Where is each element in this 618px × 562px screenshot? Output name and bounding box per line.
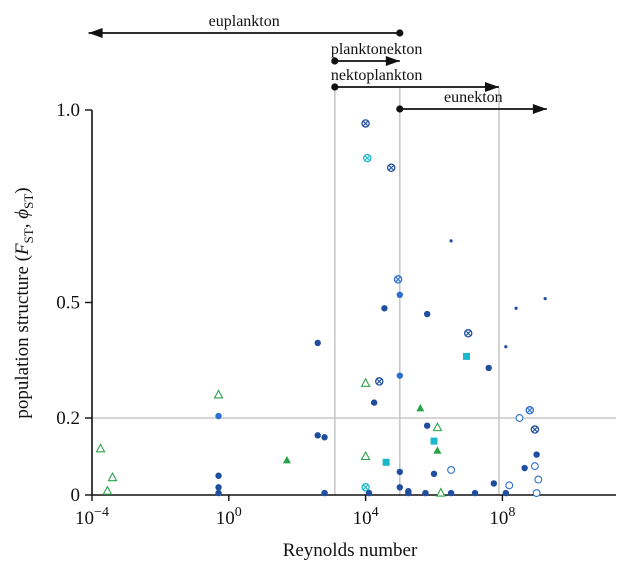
range-nektoplankton: nektoplankton (331, 67, 499, 92)
data-point (530, 425, 540, 434)
data-point (370, 399, 378, 406)
data-point (530, 462, 539, 471)
range-label: planktonekton (331, 41, 423, 58)
x-tick-label: 108 (489, 505, 515, 529)
y-tick-label: 1.0 (56, 100, 80, 121)
data-point (525, 406, 535, 415)
data-point (533, 451, 540, 458)
data-point (515, 414, 524, 422)
data-point (360, 377, 371, 387)
data-point (102, 485, 113, 495)
data-point (433, 446, 442, 454)
data-point (521, 464, 528, 472)
data-point (423, 422, 431, 429)
y-ticks: 1.0 0.5 0.2 0 (56, 100, 92, 506)
data-point (435, 487, 446, 497)
data-point (215, 489, 222, 497)
grid-lines (92, 88, 616, 495)
data-point (416, 403, 425, 412)
range-label: eunekton (444, 89, 503, 106)
axes (91, 110, 616, 496)
data-point (396, 291, 403, 298)
data-point (430, 437, 438, 445)
range-planktonekton: planktonekton (331, 41, 423, 66)
range-label: euplankton (209, 13, 280, 30)
data-point (314, 339, 321, 347)
data-point (107, 472, 118, 482)
data-point (471, 489, 479, 497)
data-point (514, 306, 518, 310)
data-point (396, 484, 403, 491)
data-points (95, 119, 547, 498)
data-point (321, 434, 328, 441)
data-point (396, 468, 403, 476)
data-point (504, 345, 508, 349)
range-euplankton: euplankton (88, 13, 404, 38)
data-point (314, 432, 321, 439)
data-point (430, 470, 438, 478)
data-point (396, 372, 403, 379)
x-tick-label: 10−4 (75, 505, 109, 529)
data-point (463, 329, 473, 338)
x-tick-label: 100 (216, 505, 242, 529)
y-axis-title: population structure (FST, ϕST) (12, 187, 36, 418)
data-point (393, 275, 403, 284)
data-point (447, 466, 456, 474)
range-label: nektoplankton (331, 67, 423, 84)
y-tick-label: 0.2 (56, 408, 80, 429)
data-point (405, 489, 412, 497)
data-point (423, 310, 431, 318)
data-point (361, 119, 370, 128)
data-point (502, 489, 510, 497)
data-point (532, 489, 541, 498)
range-eunekton: eunekton (396, 89, 547, 114)
y-tick-label: 0.5 (56, 293, 80, 314)
data-point (215, 472, 222, 479)
data-point (534, 475, 543, 484)
data-point (365, 489, 373, 497)
y-tick-label: 0 (71, 485, 81, 506)
data-point (215, 484, 222, 491)
data-point (543, 297, 547, 301)
data-point (447, 489, 455, 497)
x-tick-label: 104 (353, 505, 379, 529)
data-point (321, 489, 328, 497)
data-point (282, 455, 291, 464)
x-axis-title: Reynolds number (283, 540, 418, 561)
data-point (381, 305, 388, 312)
data-point (363, 153, 372, 163)
data-point (95, 443, 106, 453)
data-point (505, 481, 514, 490)
data-point (382, 458, 390, 466)
data-point (360, 450, 371, 461)
data-point (361, 483, 370, 492)
data-point (422, 489, 429, 497)
range-arrows: euplankton planktonekton nektoplankton eune… (88, 13, 547, 114)
data-point (490, 480, 498, 487)
x-ticks: 10−4 100 104 108 (75, 495, 515, 529)
data-point (462, 352, 470, 360)
data-point (375, 377, 384, 386)
data-point (386, 163, 396, 172)
data-point (213, 389, 224, 399)
data-point (432, 421, 443, 432)
data-point (215, 412, 222, 420)
data-point (449, 239, 453, 243)
data-point (485, 364, 492, 372)
